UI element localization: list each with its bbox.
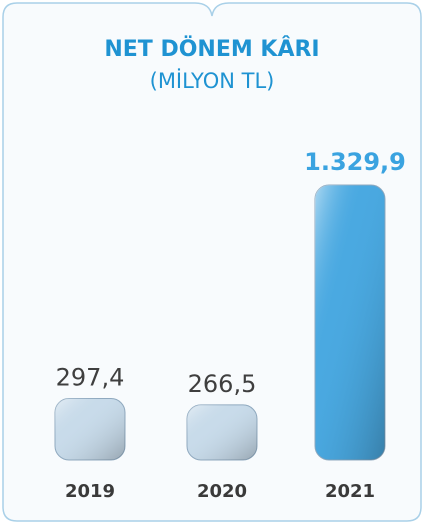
chart-subtitle: (MİLYON TL) [150,68,275,93]
value-label: 1.329,9 [304,148,406,176]
bar-shade [187,404,257,460]
value-label: 266,5 [188,370,257,398]
value-label: 297,4 [56,364,125,392]
chart-title: NET DÖNEM KÂRI [104,36,319,62]
bar-shade [55,398,125,460]
x-tick-label: 2020 [197,481,247,502]
x-tick-label: 2021 [325,481,375,502]
bar-shade [315,185,385,460]
x-tick-label: 2019 [65,481,115,502]
